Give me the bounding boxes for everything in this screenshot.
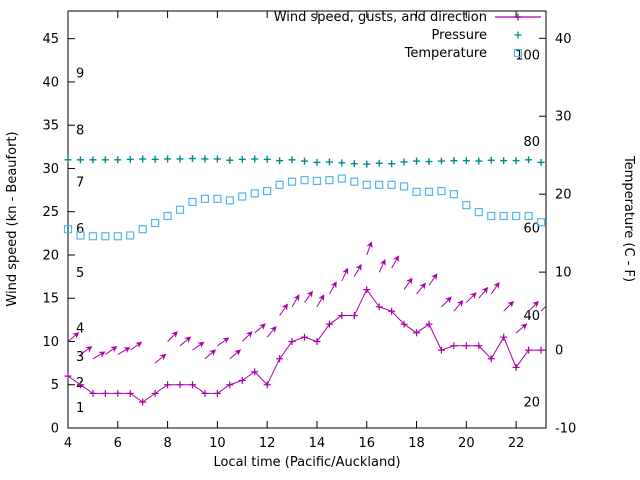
svg-text:4: 4 [64,436,72,451]
svg-text:20: 20 [458,436,475,451]
svg-text:10: 10 [42,335,59,350]
svg-text:7: 7 [76,175,84,190]
svg-text:14: 14 [309,436,326,451]
svg-text:25: 25 [42,205,59,220]
legend-label-pressure: Pressure [431,28,487,43]
svg-text:30: 30 [42,162,59,177]
svg-text:0: 0 [51,422,59,437]
svg-text:1: 1 [76,401,84,416]
svg-text:22: 22 [508,436,525,451]
svg-text:40: 40 [523,309,540,324]
svg-text:3: 3 [76,350,84,365]
svg-text:45: 45 [42,32,59,47]
svg-text:60: 60 [523,221,540,236]
y-axis-left-title: Wind speed (kn - Beaufort) [5,131,20,306]
svg-text:6: 6 [114,436,122,451]
svg-text:30: 30 [555,110,572,125]
svg-text:5: 5 [76,266,84,281]
svg-text:18: 18 [408,436,425,451]
svg-text:20: 20 [42,248,59,263]
x-axis-title: Local time (Pacific/Auckland) [213,455,400,470]
svg-text:20: 20 [555,188,572,203]
svg-text:8: 8 [163,436,171,451]
x-axis: 4 6 8 10 12 14 16 18 20 22 [64,11,525,451]
svg-text:12: 12 [259,436,276,451]
svg-text:40: 40 [42,75,59,90]
legend-samples [495,13,541,58]
gust-direction-arrows [68,241,546,364]
legend-label-wind: Wind speed, gusts, and direction [274,10,487,25]
y-axis-right: -10 0 10 20 30 40 [539,32,576,437]
svg-text:6: 6 [76,222,84,237]
svg-text:20: 20 [523,395,540,410]
svg-text:-10: -10 [555,422,576,437]
beaufort-scale-labels: 123456789 [76,66,84,416]
pressure-series [64,155,545,168]
svg-text:8: 8 [76,123,84,138]
svg-text:4: 4 [76,322,84,337]
svg-text:10: 10 [555,266,572,281]
temperature-series [63,174,546,241]
y-axis-right-title: Temperature (C - F) [621,155,636,282]
svg-text:35: 35 [42,119,59,134]
svg-text:15: 15 [42,292,59,307]
svg-text:9: 9 [76,66,84,81]
svg-text:16: 16 [358,436,375,451]
plot-border [67,10,547,429]
svg-text:0: 0 [555,344,563,359]
svg-text:40: 40 [555,32,572,47]
wind-speed-series [64,286,545,406]
legend-label-temperature: Temperature [404,46,487,61]
svg-text:5: 5 [51,378,59,393]
y-axis-left: 0 5 10 15 20 25 30 35 40 45 [42,32,75,437]
svg-text:10: 10 [209,436,226,451]
svg-text:80: 80 [523,135,540,150]
